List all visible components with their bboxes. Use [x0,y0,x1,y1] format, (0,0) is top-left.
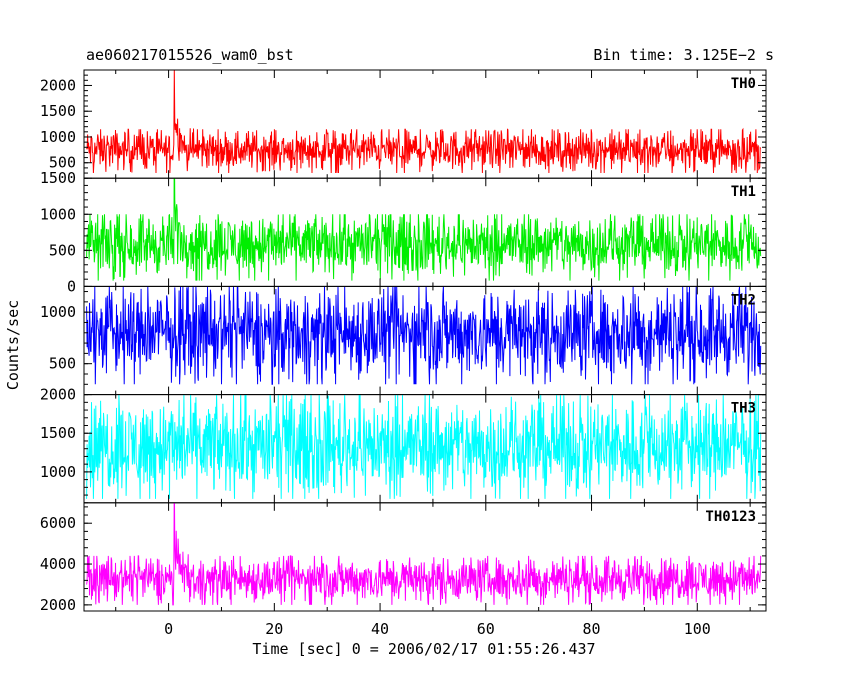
y-tick-label: 2000 [40,386,76,404]
series-line-th0123 [86,502,762,606]
x-tick-label: 40 [371,620,389,638]
x-tick-label: 20 [265,620,283,638]
panels-group: 500 1000 1500 2000 TH0 0 500 1000 1500 TH1 500 1000… [40,69,767,614]
bin-time-label: Bin time: 3.125E−2 s [593,46,774,64]
y-tick-label: 1000 [40,303,76,321]
x-axis: 0 20 40 60 80 100 [164,620,711,638]
y-tick-label: 1500 [40,169,76,187]
x-tick-label: 100 [684,620,711,638]
x-tick-label: 80 [583,620,601,638]
series-line-th3 [86,394,762,499]
series-line-th1 [86,178,762,281]
y-tick-label: 0 [67,277,76,295]
y-tick-label: 1500 [40,424,76,442]
panel-th0123: 2000 4000 6000 TH0123 [40,502,767,614]
panel-th0: 500 1000 1500 2000 TH0 [40,69,767,179]
y-axis-label: Counts/sec [4,300,22,390]
series-line-th2 [86,286,762,385]
panel-th3: 1000 1500 2000 TH3 [40,386,767,504]
y-tick-label: 500 [49,154,76,172]
panel-frame [83,69,767,179]
y-tick-label: 2000 [40,76,76,94]
y-tick-label: 500 [49,241,76,259]
y-tick-label: 4000 [40,555,76,573]
panel-label: TH0 [731,76,756,92]
y-tick-label: 1000 [40,205,76,223]
panel-frame [83,502,767,612]
panel-th2: 500 1000 TH2 [40,285,767,396]
chart-title: ae060217015526_wam0_bst [86,46,294,64]
x-tick-label: 60 [477,620,495,638]
y-tick-label: 1000 [40,463,76,481]
y-tick-label: 500 [49,355,76,373]
series-line-th0 [86,70,762,174]
y-tick-label: 6000 [40,514,76,532]
y-tick-label: 1500 [40,102,76,120]
panel-label: TH0123 [705,509,756,525]
panel-label: TH2 [731,292,756,308]
y-tick-label: 1000 [40,128,76,146]
panel-label: TH3 [731,401,756,417]
y-tick-label: 2000 [40,596,76,614]
panel-label: TH1 [731,184,756,200]
x-tick-label: 0 [164,620,173,638]
x-axis-label: Time [sec] 0 = 2006/02/17 01:55:26.437 [252,640,595,658]
